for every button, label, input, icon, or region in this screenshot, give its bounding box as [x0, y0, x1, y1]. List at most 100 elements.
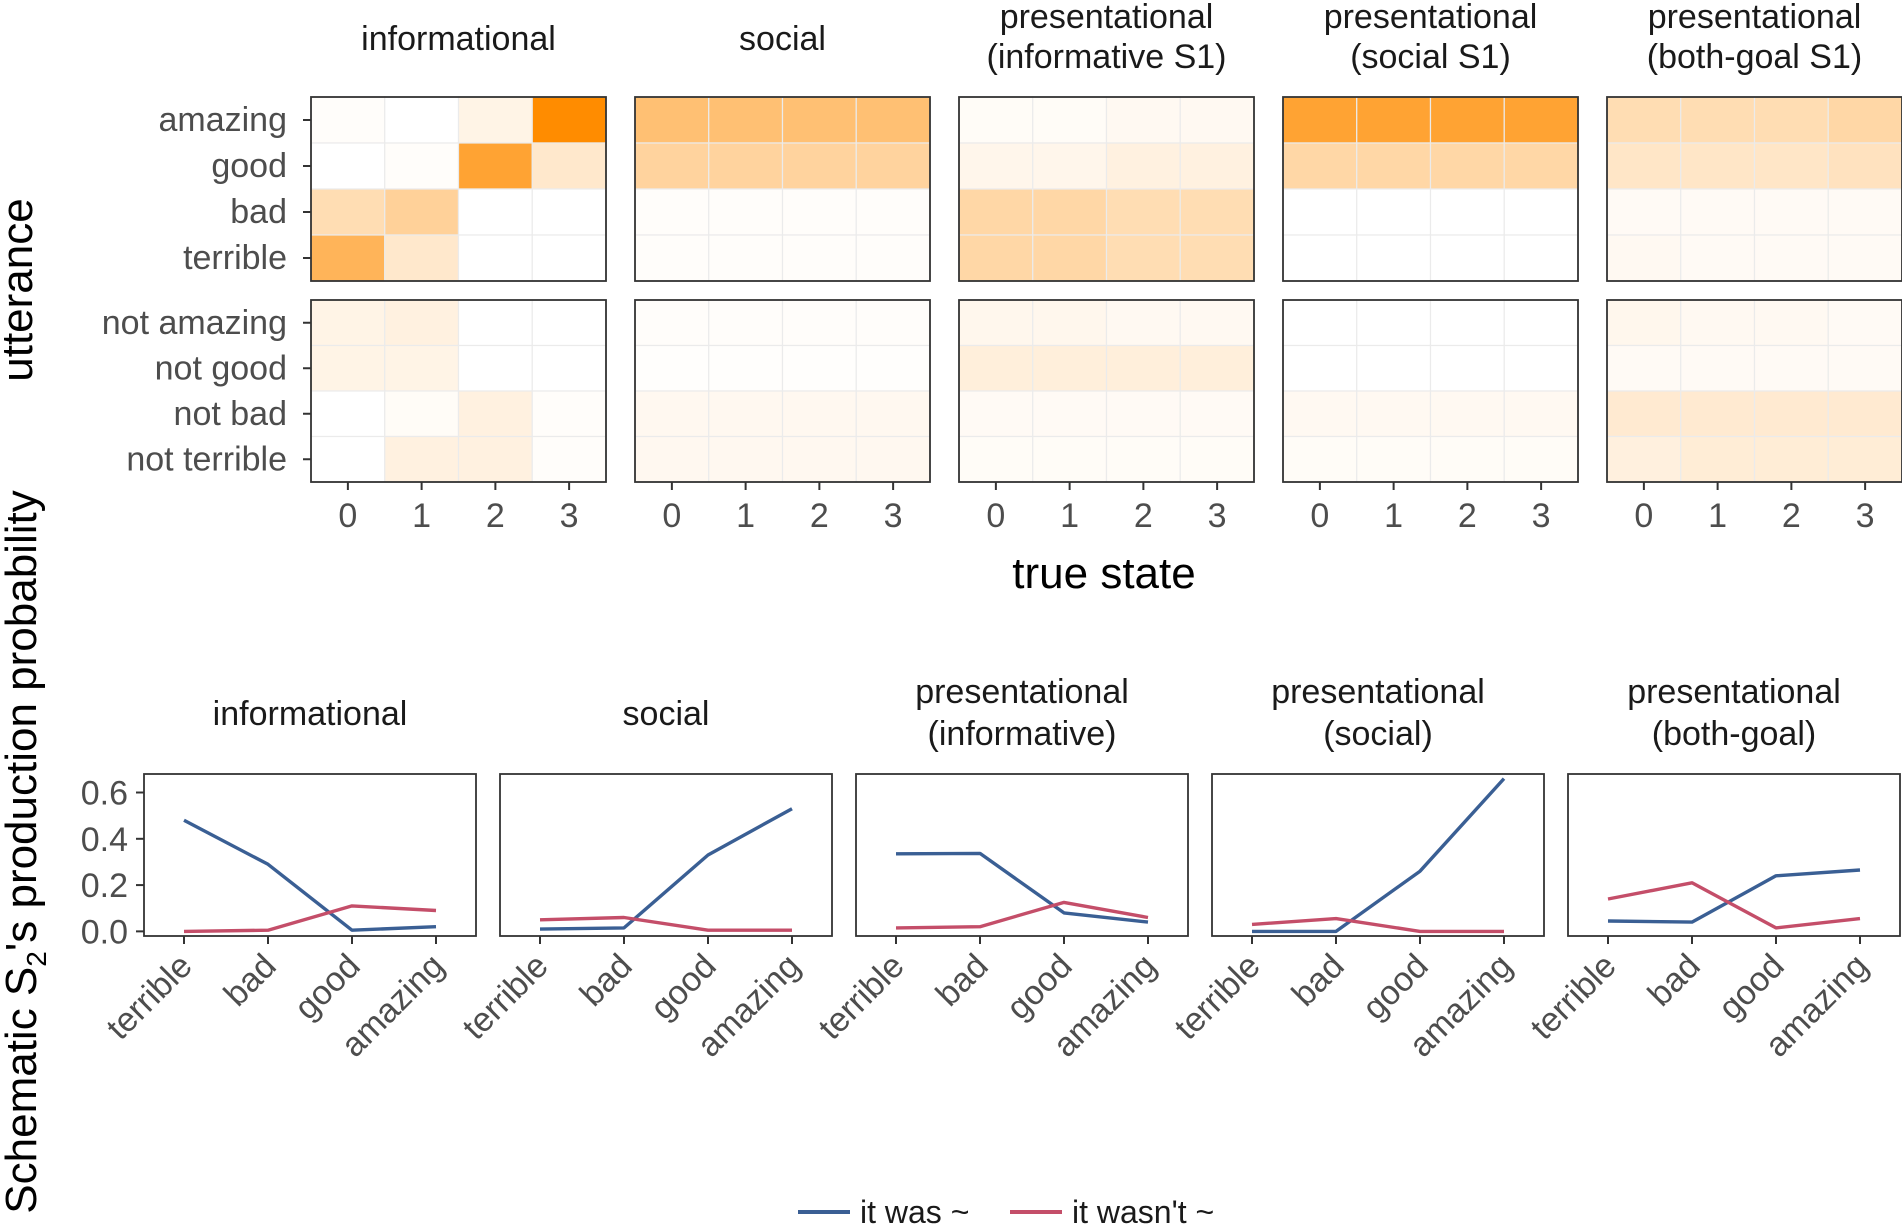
heatmap-cell-amazing-0 — [634, 96, 710, 144]
series-line-it-wasn-t — [895, 900, 1149, 930]
heatmap-cell-not-bad-2 — [457, 390, 533, 438]
heatmap-y-tick-label: terrible — [183, 239, 287, 277]
heatmap-cell-not-bad-2 — [1429, 390, 1505, 438]
line-panel-frame — [143, 773, 477, 937]
heatmap-cell-not-good-2 — [457, 344, 533, 392]
heatmap-cell-not-good-3 — [531, 344, 607, 392]
heatmap-y-tick-label: not bad — [174, 395, 287, 433]
heatmap-panel-title-line: informational — [361, 20, 556, 58]
heatmap-cell-not-good-1 — [708, 344, 784, 392]
line-x-tick-label-terrible: terrible — [455, 947, 555, 1047]
line-panel-title-line: presentational — [1271, 673, 1485, 711]
heatmap-panels: informational amazing good bad terrible not a… — [102, 0, 1902, 535]
heatmap-cell-not-amazing-2 — [1105, 299, 1181, 347]
line-x-tick-label-terrible: terrible — [1167, 947, 1267, 1047]
heatmap-cell-good-0 — [310, 142, 386, 190]
heatmap-cell-terrible-3 — [1503, 234, 1579, 282]
line-x-tick-label-terrible: terrible — [1523, 947, 1623, 1047]
heatmap-cell-not-terrible-2 — [457, 435, 533, 483]
line-y-axis-title-subscript: 2 — [21, 951, 52, 967]
heatmap-cell-not-good-2 — [1753, 344, 1829, 392]
heatmap-cell-amazing-1 — [1032, 96, 1108, 144]
line-panel-frame — [1211, 773, 1545, 937]
heatmap-cell-amazing-3 — [1503, 96, 1579, 144]
heatmap-x-tick-label: 0 — [1634, 497, 1653, 535]
heatmap-cell-not-amazing-0 — [958, 299, 1034, 347]
heatmap-cell-not-bad-2 — [1753, 390, 1829, 438]
heatmap-cell-amazing-0 — [958, 96, 1034, 144]
heatmap-x-tick-label: 1 — [1060, 497, 1079, 535]
heatmap-cell-not-amazing-3 — [855, 299, 931, 347]
heatmap-cell-not-good-2 — [1105, 344, 1181, 392]
heatmap-cell-terrible-2 — [781, 234, 857, 282]
heatmap-cell-terrible-3 — [855, 234, 931, 282]
heatmap-cell-terrible-0 — [1282, 234, 1358, 282]
heatmap-cell-not-terrible-1 — [708, 435, 784, 483]
heatmap-panel-title: presentational (social S1) — [1324, 0, 1538, 76]
heatmap-cell-terrible-2 — [1753, 234, 1829, 282]
heatmap-cell-not-terrible-3 — [1179, 435, 1255, 483]
line-panel-title-line: presentational — [915, 673, 1129, 711]
heatmap-cell-not-terrible-0 — [310, 435, 386, 483]
heatmap-x-tick-label: 3 — [1532, 497, 1551, 535]
heatmap-cell-amazing-0 — [1606, 96, 1682, 144]
line-panel-frame — [1567, 773, 1901, 937]
heatmap-cell-not-bad-3 — [855, 390, 931, 438]
heatmap-x-tick-label: 3 — [1208, 497, 1227, 535]
heatmap-cell-terrible-1 — [384, 234, 460, 282]
heatmap-cell-terrible-0 — [1606, 234, 1682, 282]
heatmap-cell-good-0 — [1606, 142, 1682, 190]
heatmap-cell-bad-0 — [310, 188, 386, 236]
heatmap-cell-amazing-3 — [855, 96, 931, 144]
heatmap-y-axis-title: utterance — [0, 198, 42, 381]
series-line-it-wasn-t — [1607, 881, 1861, 930]
heatmap-x-tick-label: 0 — [662, 497, 681, 535]
series-line-it-wasn-t — [183, 904, 437, 934]
heatmap-cell-not-terrible-1 — [384, 435, 460, 483]
line-y-tick-label: 0.4 — [81, 821, 128, 859]
heatmap-cell-not-good-1 — [1032, 344, 1108, 392]
heatmap-cell-not-good-1 — [1680, 344, 1756, 392]
line-panel-title-line: social — [623, 695, 710, 733]
heatmap-cell-not-terrible-2 — [781, 435, 857, 483]
heatmap-cell-amazing-1 — [708, 96, 784, 144]
line-panel-presentational-social: presentational (social)terrible bad goodama… — [1167, 673, 1545, 1065]
heatmap-panel-social: social 0 1 2 3 — [634, 20, 931, 535]
line-x-tick-label-bad: bad — [1285, 947, 1352, 1014]
heatmap-cell-good-0 — [1282, 142, 1358, 190]
heatmap-cell-not-amazing-0 — [1282, 299, 1358, 347]
line-panel-title: presentational (both-goal) — [1627, 673, 1841, 753]
heatmap-cell-not-bad-0 — [310, 390, 386, 438]
line-x-tick-label-terrible: terrible — [811, 947, 911, 1047]
heatmap-cell-bad-1 — [1680, 188, 1756, 236]
heatmap-cell-not-terrible-1 — [1680, 435, 1756, 483]
heatmap-cell-not-terrible-3 — [531, 435, 607, 483]
heatmap-cell-not-terrible-2 — [1105, 435, 1181, 483]
line-y-tick-label: 0.6 — [81, 775, 128, 813]
heatmap-cell-not-good-3 — [855, 344, 931, 392]
heatmap-panel-title: presentational (informative S1) — [987, 0, 1227, 76]
line-x-tick-label-terrible: terrible — [99, 947, 199, 1047]
heatmap-cell-terrible-0 — [310, 234, 386, 282]
heatmap-cell-amazing-2 — [1429, 96, 1505, 144]
heatmap-cell-good-3 — [1179, 142, 1255, 190]
line-y-axis-title-rest: 's production probability — [0, 490, 46, 951]
heatmap-cell-terrible-2 — [1105, 234, 1181, 282]
heatmap-panel-border — [958, 299, 1255, 483]
heatmap-cell-terrible-1 — [1680, 234, 1756, 282]
heatmap-cell-good-0 — [634, 142, 710, 190]
line-panel-title-line: informational — [213, 695, 408, 733]
heatmap-cell-not-terrible-1 — [1032, 435, 1108, 483]
line-y-axis-title: Schematic S2's production probability — [0, 490, 52, 1213]
heatmap-panel-presentational-both-goal-s1: presentational (both-goal S1) 0 1 2 3 — [1606, 0, 1902, 535]
heatmap-y-tick-label: bad — [230, 193, 287, 231]
heatmap-cell-not-amazing-3 — [531, 299, 607, 347]
heatmap-cell-bad-0 — [634, 188, 710, 236]
heatmap-panel-title-line: presentational — [1324, 0, 1538, 36]
series-line-it-wasn-t — [539, 915, 792, 932]
heatmap-cell-not-terrible-0 — [958, 435, 1034, 483]
line-panel-presentational-informative: presentational (informative)terrible bad go… — [811, 673, 1189, 1065]
line-panel-title-line: (social) — [1323, 715, 1433, 753]
heatmap-cell-bad-1 — [708, 188, 784, 236]
